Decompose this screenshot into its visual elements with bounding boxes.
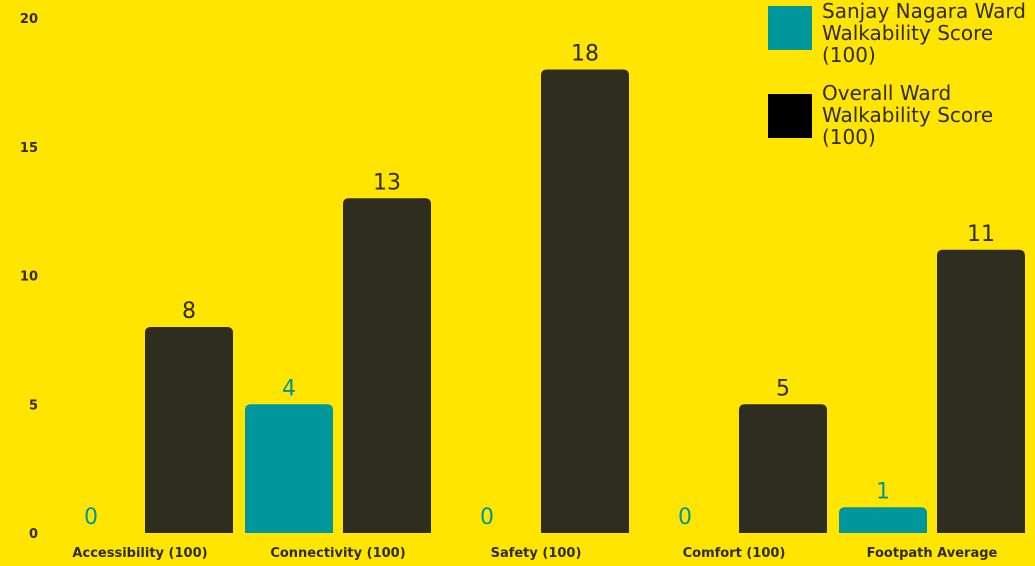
bar bbox=[145, 327, 233, 533]
y-tick-label: 10 bbox=[20, 270, 38, 285]
x-tick-label: Comfort (100) bbox=[683, 546, 786, 561]
x-tick-label: Footpath Average bbox=[867, 546, 998, 561]
data-label: 0 bbox=[480, 505, 494, 530]
bar bbox=[839, 507, 927, 533]
x-tick-label: Safety (100) bbox=[491, 546, 582, 561]
bar bbox=[343, 198, 431, 533]
data-label: 18 bbox=[571, 42, 599, 67]
data-label: 5 bbox=[776, 376, 790, 401]
y-axis: 0 5 10 15 20 bbox=[20, 12, 38, 542]
data-label: 0 bbox=[84, 505, 98, 530]
legend-label: Sanjay Nagara Ward bbox=[822, 0, 1026, 23]
data-label: 4 bbox=[282, 376, 296, 401]
legend-label: (100) bbox=[822, 43, 876, 67]
x-axis: Accessibility (100) Connectivity (100) Saf… bbox=[72, 546, 997, 561]
bar bbox=[541, 69, 629, 533]
legend-swatch bbox=[768, 94, 812, 138]
legend-label: Overall Ward bbox=[822, 81, 951, 105]
y-tick-label: 15 bbox=[20, 141, 38, 156]
x-tick-label: Connectivity (100) bbox=[270, 546, 405, 561]
data-label: 0 bbox=[678, 505, 692, 530]
y-tick-label: 0 bbox=[29, 527, 38, 542]
legend-label: Walkability Score bbox=[822, 103, 993, 127]
bar bbox=[937, 249, 1025, 533]
x-tick-label: Accessibility (100) bbox=[72, 546, 207, 561]
bar bbox=[739, 404, 827, 533]
y-tick-label: 20 bbox=[20, 12, 38, 27]
legend-label: Walkability Score bbox=[822, 21, 993, 45]
bar bbox=[245, 404, 333, 533]
legend-swatch bbox=[768, 6, 812, 50]
data-label: 11 bbox=[967, 222, 995, 247]
data-label: 13 bbox=[373, 170, 401, 195]
data-label: 1 bbox=[876, 479, 890, 504]
legend-label: (100) bbox=[822, 125, 876, 149]
y-tick-label: 5 bbox=[29, 398, 38, 413]
data-label: 8 bbox=[182, 299, 196, 324]
